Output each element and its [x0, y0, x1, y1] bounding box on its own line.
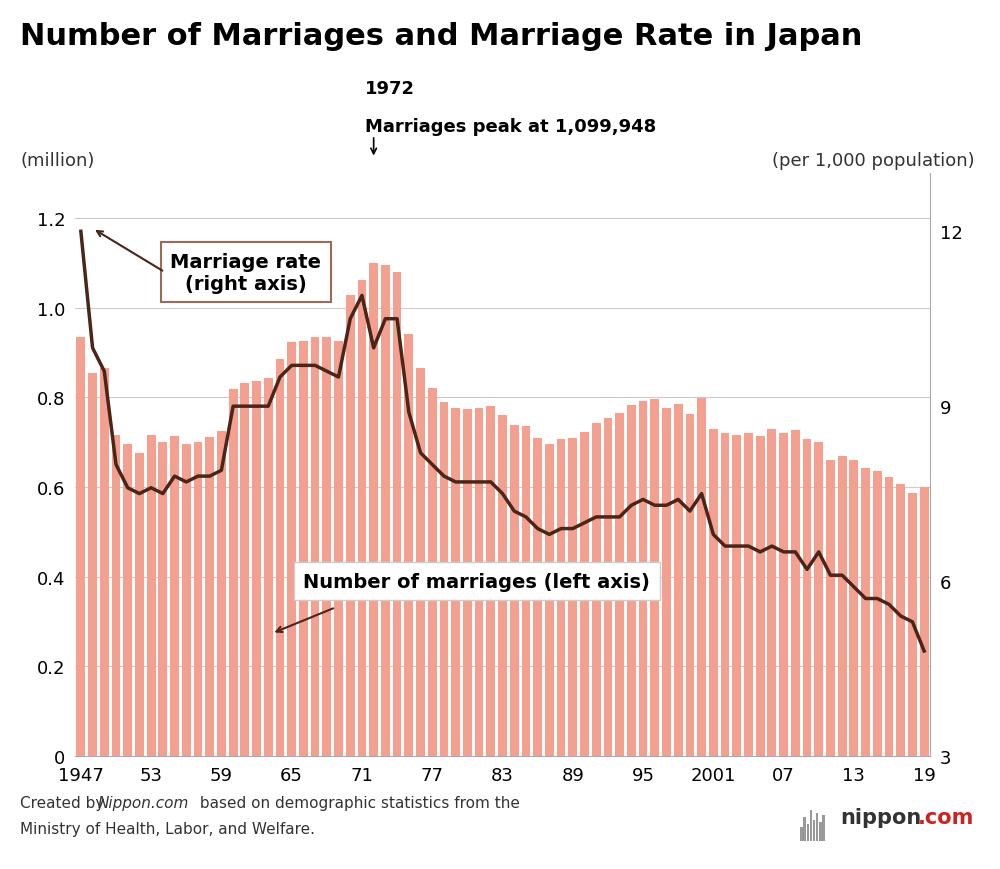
Text: Ministry of Health, Labor, and Welfare.: Ministry of Health, Labor, and Welfare. [20, 821, 315, 836]
Bar [346, 295, 355, 756]
Bar [697, 399, 706, 756]
Bar [100, 368, 109, 756]
Bar [627, 406, 636, 756]
Bar [615, 414, 624, 756]
Bar [381, 266, 390, 756]
Bar [240, 383, 249, 756]
Bar [393, 272, 401, 756]
Bar [819, 822, 822, 841]
Bar [147, 436, 156, 756]
Bar [205, 437, 214, 756]
Bar [800, 827, 803, 841]
Bar [522, 427, 530, 756]
Bar [896, 484, 905, 756]
Bar [826, 460, 835, 756]
Bar [686, 415, 694, 756]
Text: Marriages peak at 1,099,948: Marriages peak at 1,099,948 [365, 118, 656, 136]
Bar [217, 432, 226, 756]
Text: .com: .com [918, 807, 974, 826]
Bar [311, 338, 319, 756]
Bar [885, 478, 893, 756]
Bar [779, 434, 788, 756]
Text: based on demographic statistics from the: based on demographic statistics from the [195, 795, 520, 810]
Bar [440, 402, 448, 756]
Bar [803, 817, 806, 841]
Bar [498, 415, 507, 756]
Bar [861, 468, 870, 756]
Bar [732, 435, 741, 756]
Bar [744, 434, 753, 756]
Bar [123, 445, 132, 756]
Bar [416, 369, 425, 756]
Bar [920, 488, 929, 756]
Bar [76, 338, 85, 756]
Bar [510, 426, 519, 756]
Bar [369, 263, 378, 756]
Bar [816, 813, 818, 841]
Bar [580, 433, 589, 756]
Bar [813, 820, 815, 841]
Bar [814, 442, 823, 756]
Bar [592, 424, 601, 756]
Bar [849, 461, 858, 756]
Bar [170, 436, 179, 756]
Text: Created by: Created by [20, 795, 109, 810]
Bar [334, 342, 343, 756]
Bar [112, 436, 120, 756]
Bar [810, 810, 812, 841]
Bar [545, 444, 554, 756]
Bar [182, 445, 191, 756]
Bar [229, 389, 238, 756]
Bar [299, 342, 308, 756]
Bar [463, 409, 472, 756]
Bar [557, 440, 565, 756]
Text: nippon: nippon [840, 807, 921, 826]
Bar [721, 434, 729, 756]
Text: Number of marriages (left axis): Number of marriages (left axis) [303, 572, 650, 591]
Text: Number of Marriages and Marriage Rate in Japan: Number of Marriages and Marriage Rate in… [20, 22, 862, 50]
Bar [822, 815, 825, 841]
Bar [252, 381, 261, 756]
Bar [486, 406, 495, 756]
Bar [803, 440, 811, 756]
Bar [404, 335, 413, 756]
Bar [674, 405, 683, 756]
Bar [135, 454, 144, 756]
Bar [194, 442, 202, 756]
Bar [451, 409, 460, 756]
Bar [88, 374, 97, 756]
Bar [475, 408, 483, 756]
Text: (million): (million) [20, 151, 94, 169]
Bar [756, 436, 765, 756]
Bar [662, 409, 671, 756]
Bar [264, 379, 273, 756]
Bar [791, 431, 800, 756]
Bar [709, 429, 718, 756]
Text: Nippon.com: Nippon.com [98, 795, 189, 810]
Bar [358, 281, 366, 756]
Bar [158, 442, 167, 756]
Bar [287, 342, 296, 756]
Bar [873, 472, 882, 756]
Bar [639, 401, 647, 756]
Bar [533, 439, 542, 756]
Text: (per 1,000 population): (per 1,000 population) [772, 151, 975, 169]
Bar [767, 429, 776, 756]
Bar [838, 457, 847, 756]
Bar [908, 494, 917, 756]
Bar [568, 439, 577, 756]
Bar [322, 337, 331, 756]
Bar [650, 400, 659, 756]
Bar [807, 824, 809, 841]
Bar [428, 388, 437, 756]
Text: 1972: 1972 [365, 80, 415, 98]
Bar [276, 359, 284, 756]
Bar [604, 418, 612, 756]
Text: Marriage rate
(right axis): Marriage rate (right axis) [170, 252, 322, 293]
